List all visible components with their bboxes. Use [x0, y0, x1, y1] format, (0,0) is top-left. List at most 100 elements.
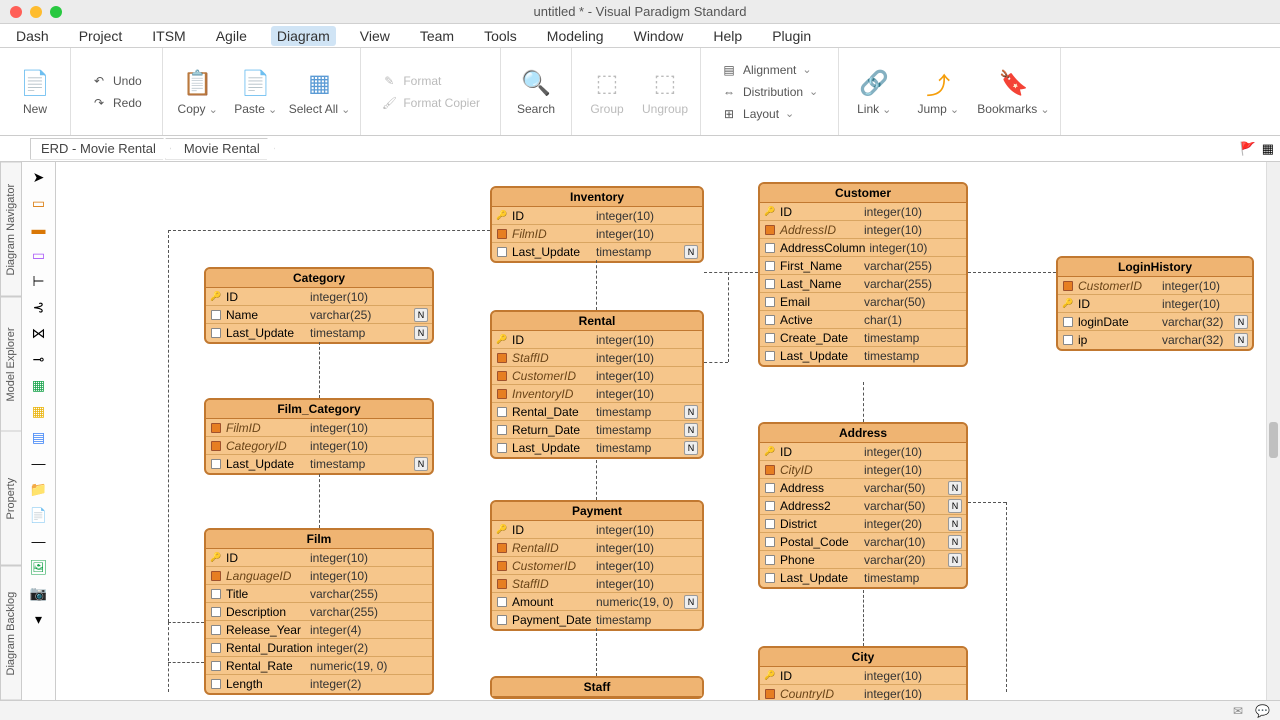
- close-icon[interactable]: [10, 6, 22, 18]
- chat-icon[interactable]: 💬: [1255, 704, 1270, 718]
- column-row[interactable]: IDinteger(10): [760, 203, 966, 221]
- table-yellow-icon[interactable]: ▦: [28, 400, 50, 422]
- sidetab-diagram-backlog[interactable]: Diagram Backlog: [0, 566, 22, 701]
- column-row[interactable]: CategoryIDinteger(10): [206, 437, 432, 455]
- breadcrumb-item[interactable]: Movie Rental: [165, 138, 275, 160]
- alignment-button[interactable]: ▤Alignment: [717, 61, 822, 79]
- column-row[interactable]: Last_UpdatetimestampN: [206, 455, 432, 473]
- relationship-line[interactable]: [168, 622, 204, 623]
- column-row[interactable]: CustomerIDinteger(10): [1058, 277, 1252, 295]
- column-row[interactable]: Emailvarchar(50): [760, 293, 966, 311]
- column-row[interactable]: IDinteger(10): [760, 443, 966, 461]
- diagram-canvas[interactable]: CategoryIDinteger(10) Namevarchar(25)N Las…: [56, 162, 1280, 700]
- column-row[interactable]: Phonevarchar(20)N: [760, 551, 966, 569]
- column-row[interactable]: RentalIDinteger(10): [492, 539, 702, 557]
- entity-rental[interactable]: RentalIDinteger(10)StaffIDinteger(10)Cus…: [490, 310, 704, 459]
- entity-city[interactable]: CityIDinteger(10)CountryIDinteger(10): [758, 646, 968, 700]
- column-row[interactable]: Titlevarchar(255): [206, 585, 432, 603]
- cursor-icon[interactable]: ➤: [28, 166, 50, 188]
- column-row[interactable]: Namevarchar(25)N: [206, 306, 432, 324]
- entity-address[interactable]: AddressIDinteger(10)CityIDinteger(10)Add…: [758, 422, 968, 589]
- sidetab-property[interactable]: Property: [0, 431, 22, 566]
- column-row[interactable]: CustomerIDinteger(10): [492, 367, 702, 385]
- camera-icon[interactable]: 📷: [28, 582, 50, 604]
- relationship-line[interactable]: [168, 662, 204, 663]
- column-row[interactable]: InventoryIDinteger(10): [492, 385, 702, 403]
- relationship-line[interactable]: [596, 260, 597, 310]
- column-row[interactable]: Last_Updatetimestamp: [760, 347, 966, 365]
- column-row[interactable]: Address2varchar(50)N: [760, 497, 966, 515]
- breadcrumb-item[interactable]: ERD - Movie Rental: [30, 138, 171, 160]
- relationship-line[interactable]: [596, 628, 597, 676]
- rel-one-many-icon[interactable]: ⊰: [28, 296, 50, 318]
- relationship-line[interactable]: [1006, 502, 1007, 692]
- column-row[interactable]: Payment_Datetimestamp: [492, 611, 702, 629]
- layout-toggle-icon[interactable]: ▦: [1262, 141, 1274, 157]
- view-tool-icon[interactable]: ▭: [28, 244, 50, 266]
- entity2-tool-icon[interactable]: ▬: [28, 218, 50, 240]
- menu-project[interactable]: Project: [73, 26, 129, 46]
- column-row[interactable]: Descriptionvarchar(255): [206, 603, 432, 621]
- column-row[interactable]: Last_UpdatetimestampN: [492, 243, 702, 261]
- rel-zero-one-icon[interactable]: ⊸: [28, 348, 50, 370]
- column-row[interactable]: IDinteger(10): [492, 521, 702, 539]
- column-row[interactable]: Return_DatetimestampN: [492, 421, 702, 439]
- column-row[interactable]: loginDatevarchar(32)N: [1058, 313, 1252, 331]
- column-row[interactable]: IDinteger(10): [492, 207, 702, 225]
- mail-icon[interactable]: ✉: [1233, 704, 1243, 718]
- new-button[interactable]: 📄 New: [10, 68, 60, 116]
- jump-button[interactable]: ⤴Jump: [913, 68, 963, 116]
- more-icon[interactable]: ▾: [28, 608, 50, 630]
- column-row[interactable]: Release_Yearinteger(4): [206, 621, 432, 639]
- menu-modeling[interactable]: Modeling: [541, 26, 610, 46]
- entity-payment[interactable]: PaymentIDinteger(10)RentalIDinteger(10)C…: [490, 500, 704, 631]
- column-row[interactable]: CityIDinteger(10): [760, 461, 966, 479]
- note-icon[interactable]: ▤: [28, 426, 50, 448]
- layout-button[interactable]: ⊞Layout: [717, 105, 822, 123]
- column-row[interactable]: AddressIDinteger(10): [760, 221, 966, 239]
- relationship-line[interactable]: [319, 474, 320, 528]
- column-row[interactable]: Rental_DatetimestampN: [492, 403, 702, 421]
- link-button[interactable]: 🔗Link: [849, 68, 899, 116]
- column-row[interactable]: Rental_Durationinteger(2): [206, 639, 432, 657]
- rel-many-many-icon[interactable]: ⋈: [28, 322, 50, 344]
- relationship-line[interactable]: [168, 230, 169, 622]
- relationship-line[interactable]: [728, 272, 729, 362]
- entity-customer[interactable]: CustomerIDinteger(10)AddressIDinteger(10…: [758, 182, 968, 367]
- bookmarks-button[interactable]: 🔖Bookmarks: [977, 68, 1049, 116]
- column-row[interactable]: IDinteger(10): [1058, 295, 1252, 313]
- rel-one-one-icon[interactable]: ⊢: [28, 270, 50, 292]
- search-button[interactable]: 🔍Search: [511, 68, 561, 116]
- relationship-line[interactable]: [596, 460, 597, 500]
- menu-tools[interactable]: Tools: [478, 26, 523, 46]
- distribution-button[interactable]: ⇔Distribution: [717, 83, 822, 101]
- column-row[interactable]: Lengthinteger(2): [206, 675, 432, 693]
- column-row[interactable]: Last_Namevarchar(255): [760, 275, 966, 293]
- scrollbar-thumb[interactable]: [1269, 422, 1278, 458]
- column-row[interactable]: Amountnumeric(19, 0)N: [492, 593, 702, 611]
- column-row[interactable]: Addressvarchar(50)N: [760, 479, 966, 497]
- menu-view[interactable]: View: [354, 26, 396, 46]
- relationship-line[interactable]: [968, 272, 1056, 273]
- paste-button[interactable]: 📄Paste: [231, 68, 281, 116]
- column-row[interactable]: Create_Datetimestamp: [760, 329, 966, 347]
- entity-tool-icon[interactable]: ▭: [28, 192, 50, 214]
- copy-button[interactable]: 📋Copy: [173, 68, 223, 116]
- entity-loginhistory[interactable]: LoginHistoryCustomerIDinteger(10)IDinteg…: [1056, 256, 1254, 351]
- relationship-line[interactable]: [704, 272, 758, 273]
- entity-film_category[interactable]: Film_CategoryFilmIDinteger(10)CategoryID…: [204, 398, 434, 475]
- column-row[interactable]: StaffIDinteger(10): [492, 349, 702, 367]
- column-row[interactable]: IDinteger(10): [492, 331, 702, 349]
- table-green-icon[interactable]: ▦: [28, 374, 50, 396]
- entity-film[interactable]: FilmIDinteger(10)LanguageIDinteger(10)Ti…: [204, 528, 434, 695]
- column-row[interactable]: LanguageIDinteger(10): [206, 567, 432, 585]
- menu-help[interactable]: Help: [707, 26, 748, 46]
- minimize-icon[interactable]: [30, 6, 42, 18]
- menu-window[interactable]: Window: [628, 26, 690, 46]
- relationship-line[interactable]: [168, 230, 490, 231]
- column-row[interactable]: FilmIDinteger(10): [492, 225, 702, 243]
- column-row[interactable]: FilmIDinteger(10): [206, 419, 432, 437]
- menu-team[interactable]: Team: [414, 26, 460, 46]
- menu-itsm[interactable]: ITSM: [146, 26, 191, 46]
- redo-button[interactable]: ↷Redo: [87, 94, 146, 112]
